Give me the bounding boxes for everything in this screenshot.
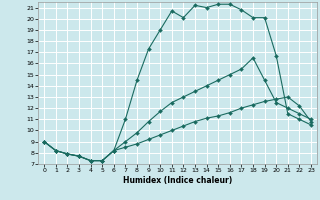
X-axis label: Humidex (Indice chaleur): Humidex (Indice chaleur) xyxy=(123,176,232,185)
